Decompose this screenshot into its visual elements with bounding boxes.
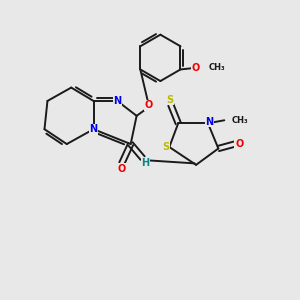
- Text: N: N: [89, 124, 98, 134]
- Text: S: S: [167, 95, 174, 105]
- Text: N: N: [206, 117, 214, 127]
- Text: O: O: [118, 164, 126, 174]
- Text: O: O: [145, 100, 153, 110]
- Text: S: S: [162, 142, 169, 152]
- Text: CH₃: CH₃: [208, 63, 225, 72]
- Text: N: N: [113, 96, 122, 106]
- Text: CH₃: CH₃: [232, 116, 248, 125]
- Text: O: O: [191, 63, 200, 73]
- Text: O: O: [235, 139, 243, 149]
- Text: H: H: [142, 158, 150, 168]
